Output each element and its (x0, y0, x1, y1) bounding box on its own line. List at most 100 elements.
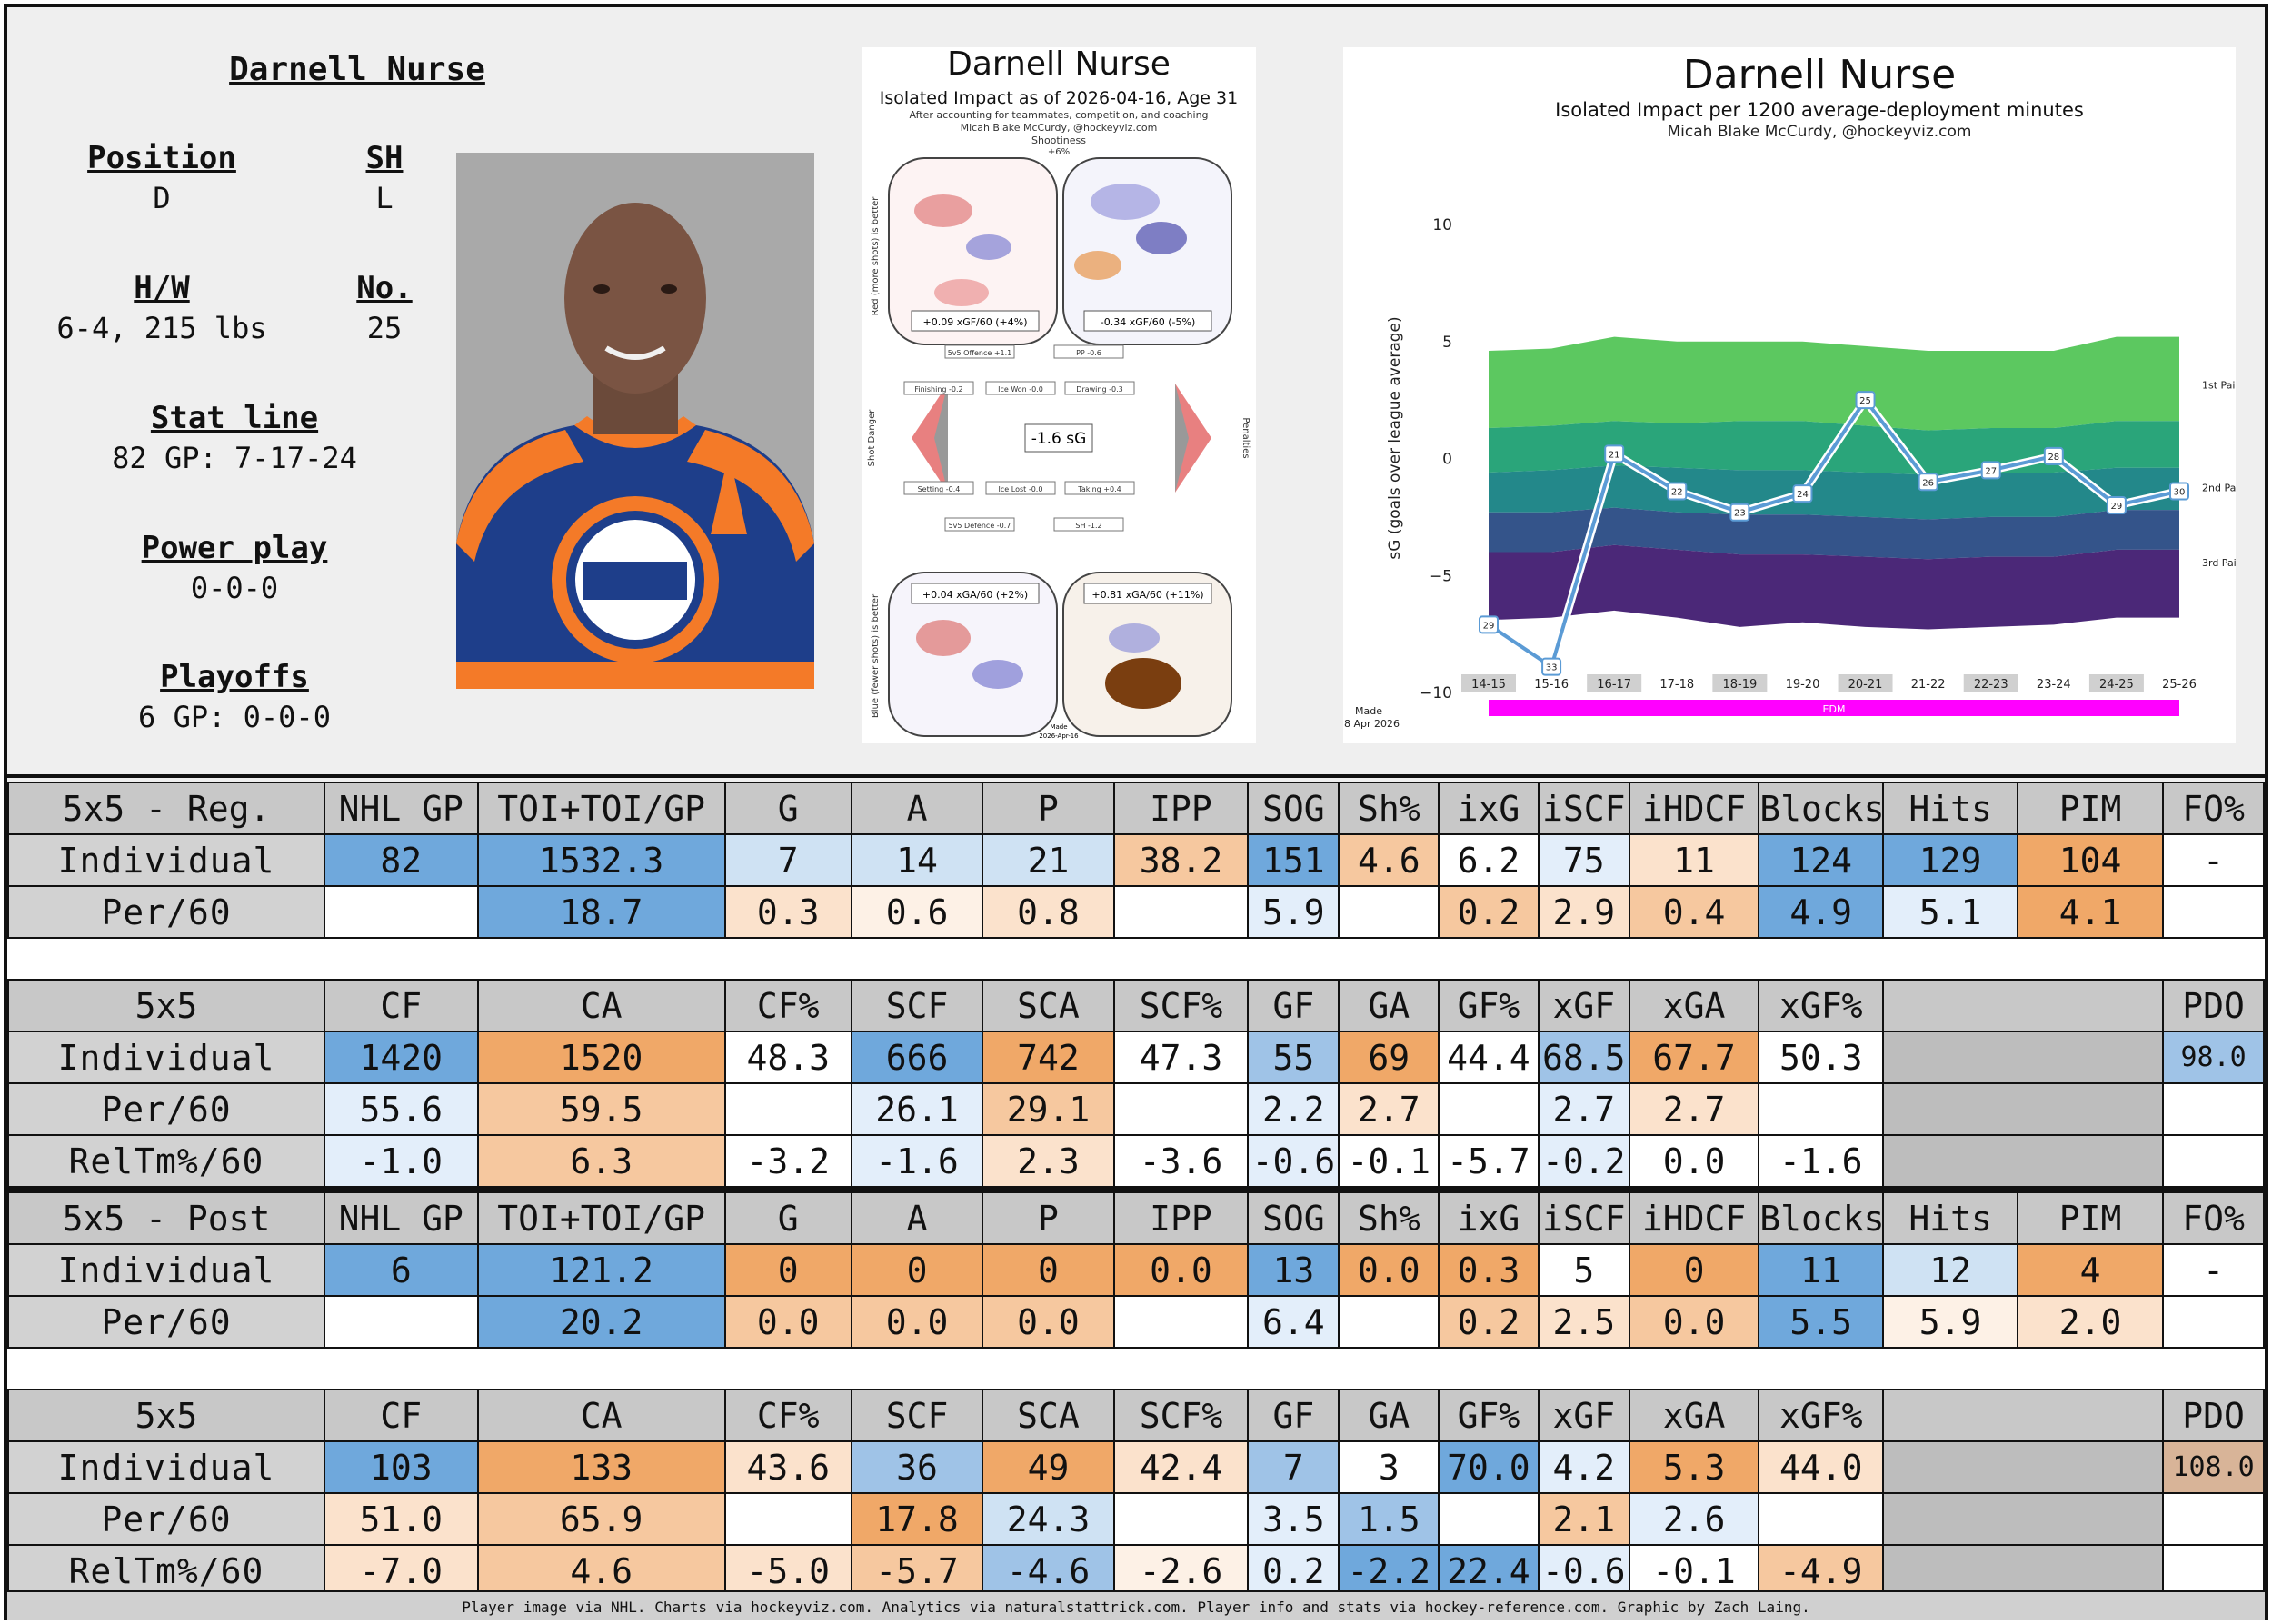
column-header: GF (1247, 979, 1340, 1032)
impact-box (985, 381, 1056, 395)
shoots-value: L (375, 181, 394, 215)
stat-cell (2162, 1544, 2265, 1598)
stat-cell: 3 (1338, 1440, 1440, 1494)
row-label: Per/60 (7, 1295, 325, 1349)
stat-cell: 7 (723, 833, 852, 887)
impact-box-label: 5v5 Offence +1.1 (948, 349, 1012, 357)
data-point (1980, 461, 2001, 480)
stats-table: 5x5 CF CA CF% SCF SCA SCF% GF GA GF% xGF xGA xGF% PDO… (7, 1389, 2265, 1598)
number-block: No. 25 (316, 269, 453, 349)
height-weight-block: H/W 6-4, 215 lbs (25, 269, 298, 349)
stat-cell: 0.2 (1438, 885, 1540, 939)
column-header: GF% (1438, 1389, 1540, 1442)
column-header: PDO (2162, 1389, 2265, 1442)
column-header: Hits (1882, 782, 2018, 835)
y-tick-label: −5 (1430, 567, 1452, 585)
column-header: xGF% (1758, 1389, 1885, 1442)
column-header: GA (1338, 1389, 1440, 1442)
y-tick-label: 5 (1442, 334, 1452, 352)
column-header: 5x5 - Post (7, 1191, 325, 1245)
stat-cell: 43.6 (723, 1440, 852, 1494)
stat-cell: -0.6 (1247, 1134, 1340, 1188)
stat-cell (2162, 1134, 2265, 1188)
row-label: Individual (7, 1031, 325, 1084)
column-header: 5x5 (7, 979, 325, 1032)
stat-cell: 44.4 (1438, 1031, 1540, 1084)
stat-cell: 104 (2016, 833, 2165, 887)
stat-cell: 1532.3 (476, 833, 726, 887)
row-label: Per/60 (7, 885, 325, 939)
stat-cell (2162, 1492, 2265, 1546)
data-point (1729, 503, 1750, 522)
stat-cell: 103 (323, 1440, 479, 1494)
row-label: RelTm%/60 (7, 1544, 325, 1598)
stat-cell: -0.6 (1537, 1544, 1630, 1598)
stat-cell: -4.9 (1758, 1544, 1885, 1598)
column-header: IPP (1112, 782, 1250, 835)
stat-cell: 0.4 (1628, 885, 1760, 939)
stat-cell: 2.7 (1628, 1082, 1760, 1136)
chart-title: Darnell Nurse (1683, 52, 1956, 98)
stat-cell: -5.7 (1438, 1134, 1540, 1188)
chart-author: Micah Blake McCurdy, @hockeyviz.com (1668, 123, 1972, 141)
stat-cell: 82 (323, 833, 479, 887)
column-header: Sh% (1338, 782, 1440, 835)
column-header: 5x5 (7, 1389, 325, 1442)
table-row: Individual 82 1532.3 7 14 21 38.2 151 4.6 6.2 75 11… (7, 833, 2265, 887)
stat-cell: 124 (1758, 833, 1885, 887)
stat-cell (1112, 1492, 1250, 1546)
band-label: 1st Pair (2202, 379, 2236, 391)
stat-cell: 24.3 (982, 1492, 1115, 1546)
playoffs-label: Playoffs (160, 659, 309, 695)
impact-center-value: -1.6 sG (1031, 430, 1087, 448)
stat-cell: -1.0 (323, 1134, 479, 1188)
data-point (2169, 482, 2189, 501)
stat-cell: -3.2 (723, 1134, 852, 1188)
impact-box-label: 5v5 Defence -0.7 (949, 522, 1011, 530)
column-header: Blocks (1758, 782, 1885, 835)
player-photo (456, 153, 814, 689)
stat-cell: 0 (723, 1243, 852, 1297)
column-header: PIM (2016, 782, 2165, 835)
stat-cell: 2.0 (2016, 1295, 2165, 1349)
stat-cell: -0.2 (1537, 1134, 1630, 1188)
table-header-row: 5x5 - Post NHL GP TOI+TOI/GP G A P IPP SOG Sh% ix… (7, 1191, 2265, 1245)
stat-cell: 2.7 (1338, 1082, 1440, 1136)
column-header: xGF (1537, 1389, 1630, 1442)
data-point-label: 23 (1734, 509, 1746, 519)
column-header: 5x5 - Reg. (7, 782, 325, 835)
stat-cell: 17.8 (850, 1492, 984, 1546)
stat-cell: 5.5 (1758, 1295, 1885, 1349)
row-label: RelTm%/60 (7, 1134, 325, 1188)
stat-cell: 44.0 (1758, 1440, 1885, 1494)
impact-box (1053, 344, 1124, 359)
stat-cell: 6.2 (1438, 833, 1540, 887)
player-card: Darnell Nurse Position D SH L H/W 6-4, 2… (4, 4, 2268, 1620)
stat-cell: 5.1 (1882, 885, 2018, 939)
x-tick-label: 15-16 (1534, 678, 1569, 692)
stat-cell: - (2162, 1243, 2265, 1297)
stat-cell: 3.5 (1247, 1492, 1340, 1546)
stat-cell (1882, 1135, 2165, 1188)
stat-cell: 151 (1247, 833, 1340, 887)
column-header: A (850, 1191, 984, 1245)
impact-author: Micah Blake McCurdy, @hockeyviz.com (961, 122, 1158, 134)
stat-cell: 2.6 (1628, 1492, 1760, 1546)
column-header: G (723, 1191, 852, 1245)
column-header: xGF% (1758, 979, 1885, 1032)
x-tick-label: 25-26 (2162, 678, 2197, 692)
stat-cell: 108.0 (2162, 1440, 2265, 1494)
stat-cell: 5.9 (1882, 1295, 2018, 1349)
stat-cell: 2.1 (1537, 1492, 1630, 1546)
stat-cell: 50.3 (1758, 1031, 1885, 1084)
column-header (1882, 1389, 2165, 1442)
column-header: xGA (1628, 979, 1760, 1032)
table-spacer (7, 939, 2265, 979)
data-point (1604, 444, 1625, 463)
table-row: Per/60 18.7 0.3 0.6 0.8 5.9 0.2 2.9 0.4 4.9 5.1 4.1 (7, 885, 2265, 939)
data-point-label: 25 (1859, 396, 1871, 406)
statline-block: Stat line 82 GP: 7-17-24 (44, 399, 425, 479)
data-point-label: 24 (1797, 490, 1809, 500)
impact-note: After accounting for teammates, competit… (909, 109, 1208, 121)
stat-cell: 4.1 (2016, 885, 2165, 939)
